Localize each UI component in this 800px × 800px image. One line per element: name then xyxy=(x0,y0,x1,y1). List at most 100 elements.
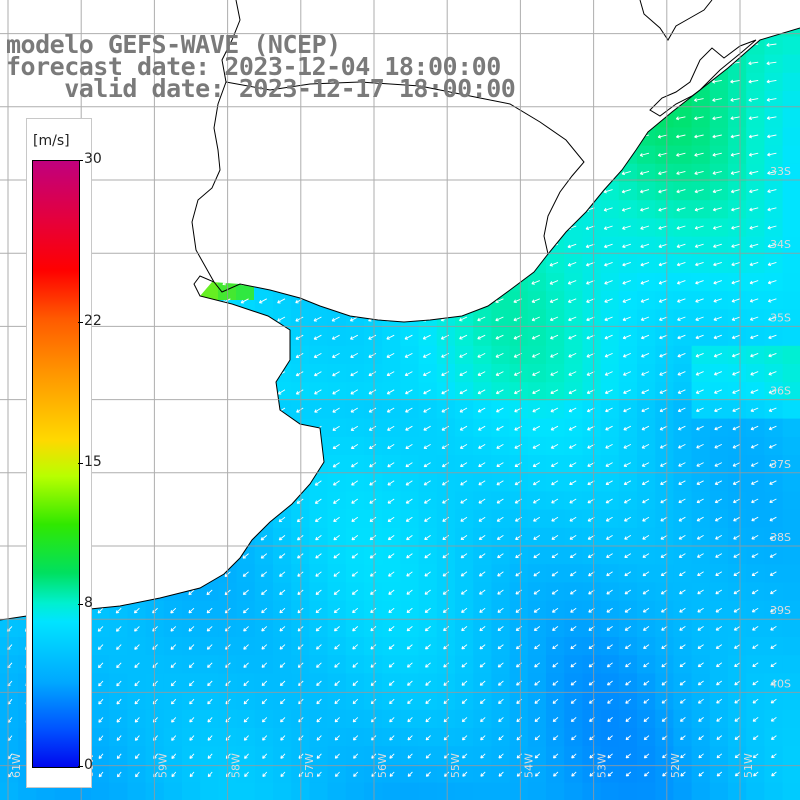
wind-arrow xyxy=(659,407,668,413)
wind-speed-cell xyxy=(309,782,329,800)
wind-arrow xyxy=(769,516,777,522)
wind-arrow xyxy=(552,680,559,686)
wind-arrow xyxy=(315,626,322,632)
wind-speed-cell xyxy=(36,637,56,656)
wind-speed-cell xyxy=(564,309,583,329)
wind-speed-cell xyxy=(109,637,128,656)
wind-speed-cell xyxy=(91,782,110,800)
wind-speed-cell xyxy=(673,309,693,329)
wind-arrow xyxy=(748,97,759,102)
wind-speed-cell xyxy=(782,527,800,547)
wind-speed-cell xyxy=(673,218,693,238)
wind-speed-cell xyxy=(527,345,547,365)
wind-arrow xyxy=(461,698,468,704)
wind-arrow xyxy=(207,698,213,705)
wind-arrow xyxy=(605,516,613,522)
wind-arrow xyxy=(624,535,632,540)
wind-arrow xyxy=(695,316,704,321)
wind-arrow xyxy=(332,353,340,358)
wind-arrow xyxy=(479,680,486,686)
wind-speed-cell xyxy=(637,145,656,165)
wind-arrow xyxy=(770,626,777,631)
wind-arrow xyxy=(478,462,486,468)
wind-arrow xyxy=(732,443,741,449)
wind-arrow xyxy=(532,371,540,376)
wind-speed-cell xyxy=(345,673,365,693)
wind-arrow xyxy=(643,735,650,741)
wind-speed-cell xyxy=(782,673,800,693)
wind-speed-cell xyxy=(655,345,674,365)
wind-speed-cell xyxy=(764,273,784,292)
wind-arrow xyxy=(495,316,504,322)
wind-speed-cell xyxy=(473,309,492,329)
wind-arrow xyxy=(767,243,777,248)
wind-speed-cell xyxy=(364,764,383,784)
wind-speed-cell xyxy=(764,400,784,420)
wind-arrow xyxy=(605,498,613,504)
wind-arrow xyxy=(678,498,686,504)
title-forecast-date: forecast date: 2023-12-04 18:00:00 xyxy=(6,52,501,81)
wind-arrow xyxy=(280,771,286,778)
wind-speed-cell xyxy=(618,400,638,420)
wind-speed-cell xyxy=(691,782,711,800)
wind-speed-cell xyxy=(127,728,147,747)
wind-arrow xyxy=(621,189,631,194)
wind-arrow xyxy=(350,462,359,468)
wind-speed-cell xyxy=(309,764,329,784)
wind-arrow xyxy=(477,334,486,340)
wind-arrow xyxy=(606,644,613,650)
wind-speed-cell xyxy=(782,200,800,219)
wind-arrow xyxy=(531,334,540,340)
wind-arrow xyxy=(496,498,504,504)
wind-arrow xyxy=(496,407,504,413)
wind-arrow xyxy=(207,680,213,687)
wind-arrow xyxy=(369,480,377,486)
wind-speed-cell xyxy=(491,728,511,747)
wind-arrow xyxy=(551,589,559,595)
wind-arrow xyxy=(571,771,577,777)
wind-arrow xyxy=(768,371,777,376)
wind-arrow xyxy=(715,589,723,595)
wind-speed-cell xyxy=(418,782,438,800)
wind-speed-cell xyxy=(782,491,800,511)
wind-arrow xyxy=(171,735,177,741)
wind-arrow xyxy=(207,662,213,668)
wind-speed-cell xyxy=(72,728,92,747)
wind-arrow xyxy=(643,771,650,777)
wind-speed-cell xyxy=(728,400,747,420)
wind-arrow xyxy=(678,516,686,522)
wind-speed-cell xyxy=(655,182,674,201)
wind-speed-cell xyxy=(637,382,656,401)
wind-speed-cell xyxy=(345,691,365,711)
wind-arrow xyxy=(352,717,359,723)
wind-arrow xyxy=(497,662,504,668)
wind-speed-cell xyxy=(728,418,747,438)
wind-arrow xyxy=(712,98,722,102)
wind-speed-cell xyxy=(764,145,784,165)
wind-speed-cell xyxy=(182,618,201,638)
longitude-label: 56W xyxy=(376,753,389,778)
wind-arrow xyxy=(406,607,413,614)
wind-speed-cell xyxy=(709,309,729,329)
wind-speed-cell xyxy=(182,746,201,765)
wind-arrow xyxy=(170,680,177,687)
grid-labels: 61W60W59W58W57W56W55W54W53W52W51W50W49W3… xyxy=(10,165,791,778)
wind-arrow xyxy=(498,698,504,704)
wind-arrow xyxy=(334,662,340,668)
wind-arrow xyxy=(697,662,704,668)
wind-arrow xyxy=(753,771,759,777)
wind-arrow xyxy=(261,717,268,723)
wind-arrow xyxy=(295,298,304,304)
wind-speed-cell xyxy=(655,782,674,800)
wind-speed-cell xyxy=(691,254,711,274)
wind-speed-cell xyxy=(18,709,37,729)
wind-speed-cell xyxy=(673,200,693,219)
wind-arrow xyxy=(442,571,450,577)
wind-arrow xyxy=(694,225,704,230)
wind-speed-cell xyxy=(600,291,620,310)
wind-arrow xyxy=(621,207,631,212)
wind-arrow xyxy=(387,553,395,559)
wind-arrow xyxy=(639,189,650,194)
wind-arrow xyxy=(553,771,559,777)
wind-arrow xyxy=(568,407,577,413)
